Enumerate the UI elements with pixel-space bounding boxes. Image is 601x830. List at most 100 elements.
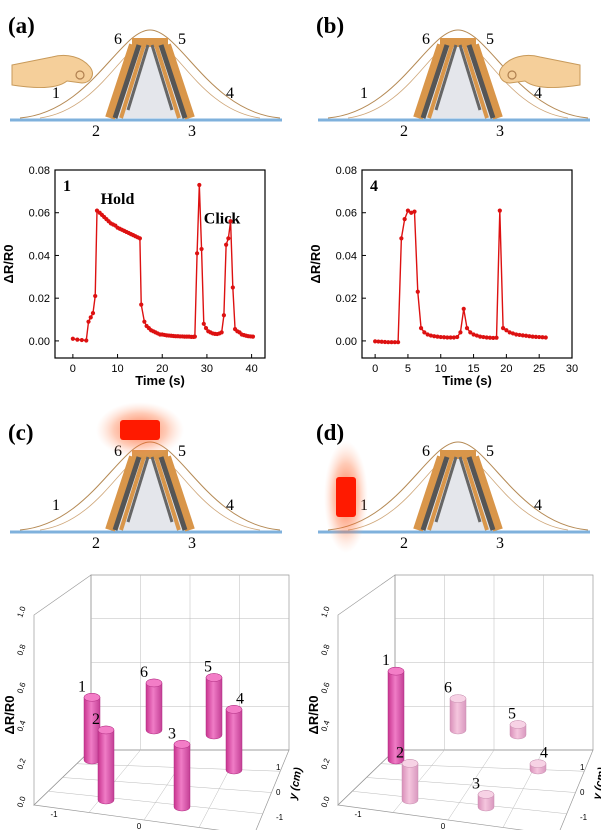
chart-a-point-54 [197,182,202,188]
chart-b-point-43 [514,332,519,337]
hand-icon-a [11,54,93,89]
chart-b-point-47 [527,334,532,339]
chart-d-cylinder-top-2 [401,759,419,768]
hand-icon-b [499,54,581,89]
chart-a-xtick-label-10: 10 [111,363,123,375]
b-sensor-label-5: 5 [486,31,494,48]
chart-c-cylinder-2 [97,725,115,805]
chart-b-point-46 [523,333,529,338]
chart-a-ytick-label-1: 0.02 [29,293,50,305]
chart-b-point-35 [487,335,493,340]
c-sensor-label-3: 3 [188,535,196,552]
chart-b-xlabel: Time (s) [442,373,492,388]
chart-c-ytick-2: -1 [276,813,284,822]
chart-a-point-66 [224,242,229,247]
b-left-leg-orange-2 [427,44,454,119]
chart-a-ytick-label-3: 0.06 [29,208,50,220]
d-sensor-label-5: 5 [486,443,494,460]
a-left-leg-orange [105,43,139,120]
chart-d-ztick-1: 0.2 [319,757,331,771]
chart-b-point-4 [386,340,391,345]
a-sensor-label-1: 1 [52,85,60,102]
chart-b-point-12 [412,209,417,214]
chart-d-ytick-0: 1 [580,763,585,772]
b-left-leg-dark-2 [434,44,458,111]
chart-b-series-line [375,209,546,343]
chart-a-point-3 [84,338,89,343]
b-sensor-label-6: 6 [422,31,430,48]
chart-c-bar-label-3: 3 [168,725,176,742]
chart-b-ylabel: ΔR/R0 [308,245,323,284]
chart-c-cylinder-6 [145,678,163,735]
panel-label-c: (c) [8,420,34,445]
chart-b-point-44 [517,332,522,338]
chart-b-point-15 [422,330,427,335]
chart-c-cylinder-1 [83,693,101,765]
chart-b-point-42 [510,331,516,336]
chart-a-ytick-label-4: 0.08 [29,165,50,177]
chart-c-floor [33,749,290,830]
b-right-leg-orange-2 [462,44,489,119]
chart-d-floor-grid-y-2 [366,777,576,793]
chart-b-xtick-label-25: 25 [533,363,545,375]
chart-c-ztick-5: 1.0 [15,605,27,619]
c-right-leg-dark-2 [150,456,174,523]
b-sensor-label-2: 2 [400,123,408,140]
chart-a-point-0 [70,336,75,341]
chart-c-cylinder-top-4 [225,705,243,714]
chart-a-point-53 [194,251,200,256]
chart-d-ztick-4: 0.8 [319,643,331,657]
a-sensor-label-5: 5 [178,31,186,48]
chart-b-xtick-label-20: 20 [500,363,512,375]
hand-icon-a-finger-ring [75,70,85,80]
chart-b-point-51 [540,335,545,340]
chart-b-point-38 [497,208,502,213]
b-sensor [318,29,590,122]
c-left-leg-dark [112,456,142,531]
a-right-leg-orange-2 [154,44,181,119]
chart-d-ztick-3: 0.6 [319,681,331,695]
chart-d-xtick-0: -1 [354,810,362,819]
b-right-leg-orange [469,43,503,120]
chart-d-xtick-1: 0 [441,822,446,830]
b-outer-profile [327,29,589,119]
a-right-leg-orange [161,43,195,120]
chart-c-bar-label-1: 1 [78,678,86,695]
chart-b-point-5 [389,340,394,345]
chart-a-inset-label: 1 [63,178,71,195]
hand-icon-b-finger-ring [507,70,517,80]
chart-a-annotation-1: Click [204,210,241,227]
chart-a-ytick-label-2: 0.04 [29,250,50,262]
chart-b-ytick-label-3: 0.06 [336,208,357,220]
chart-b-plot-frame [361,169,573,359]
c-sensor [10,441,282,534]
chart-b-point-49 [533,334,539,339]
c-right-leg-orange [161,455,195,532]
chart-c-ztick-3: 0.6 [15,681,27,695]
chart-a-series-line [72,184,254,342]
chart-b-point-17 [428,333,434,338]
chart-b-point-27 [461,306,466,311]
chart-b-xtick-label-15: 15 [467,363,479,375]
b-right-leg-dark-2 [458,44,482,111]
chart-b-point-41 [507,330,512,335]
chart-b-point-52 [543,335,548,340]
d-left-leg-dark-2 [434,456,458,523]
chart-b-point-36 [491,335,496,341]
chart-b-point-7 [395,340,401,345]
chart-d-bar-label-3: 3 [472,775,480,792]
b-sensor-label-4: 4 [534,85,542,102]
chart-b-ytick-label-1: 0.02 [336,293,357,305]
chart-c-bar-label-6: 6 [140,664,148,681]
chart-b-point-34 [484,335,489,340]
a-left-leg-dark [112,44,142,119]
chart-d-left-wall [337,574,396,806]
a-sensor-label-4: 4 [226,85,234,102]
a-sensor [10,29,282,122]
chart-c-bar-label-5: 5 [204,659,212,676]
chart-d-ztick-0: 0.0 [319,795,331,809]
chart-a-point-4 [86,319,91,324]
d-sensor-label-4: 4 [534,497,542,514]
chart-a-point-65 [221,313,226,318]
